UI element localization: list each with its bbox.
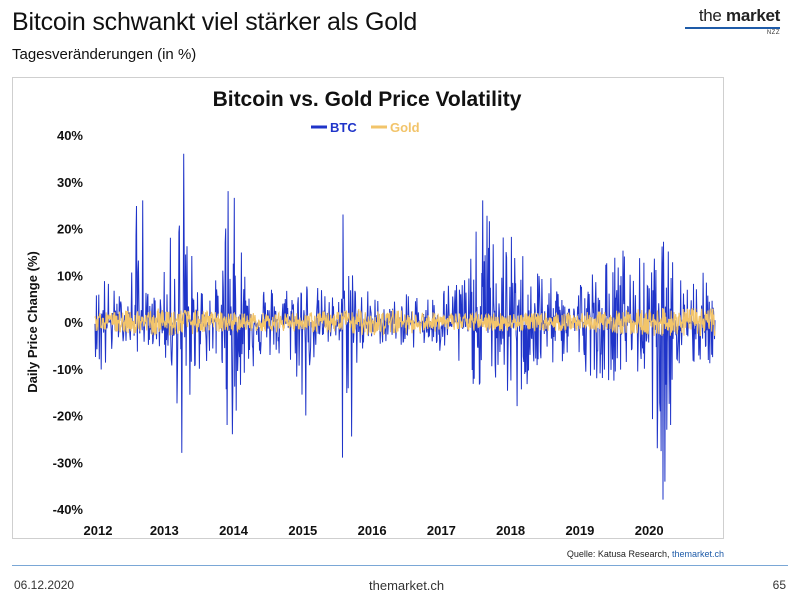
x-tick-label: 2012 <box>84 523 113 538</box>
slide-title: Bitcoin schwankt viel stärker als Gold <box>12 8 418 36</box>
gold-series-line <box>94 307 716 337</box>
y-tick-label: -30% <box>53 455 84 470</box>
chart-title: Bitcoin vs. Gold Price Volatility <box>213 88 522 111</box>
logo-market: market <box>726 6 780 25</box>
y-tick-label: -10% <box>53 362 84 377</box>
x-tick-label: 2015 <box>288 523 317 538</box>
y-tick-label: 40% <box>57 128 83 143</box>
y-tick-label: 30% <box>57 175 83 190</box>
x-tick-label: 2020 <box>635 523 664 538</box>
source-prefix: Quelle: Katusa Research, <box>566 549 672 559</box>
footer-site[interactable]: themarket.ch <box>369 578 445 593</box>
y-tick-label: 0% <box>64 315 83 330</box>
logo-underline <box>685 27 780 29</box>
y-tick-label: 10% <box>57 268 83 283</box>
x-tick-label: 2019 <box>565 523 594 538</box>
slide-subtitle: Tagesveränderungen (in %) <box>12 46 197 63</box>
y-tick-label: -40% <box>53 502 84 517</box>
legend-gold-label: Gold <box>390 120 420 135</box>
x-tick-label: 2016 <box>358 523 387 538</box>
x-tick-label: 2013 <box>150 523 179 538</box>
logo-nzz: NZZ <box>766 30 780 36</box>
footer-date: 06.12.2020 <box>14 578 75 592</box>
y-tick-label: -20% <box>53 409 84 424</box>
chart-frame: Bitcoin vs. Gold Price Volatility BTC Gold… <box>12 77 724 539</box>
page-number: 65 <box>772 578 786 592</box>
source-link[interactable]: themarket.ch <box>671 549 724 559</box>
source-note: Quelle: Katusa Research, themarket.ch <box>567 549 724 559</box>
logo-wordmark: the market <box>685 6 780 26</box>
themarket-logo: the market NZZ <box>685 6 780 36</box>
footer-divider <box>12 565 788 566</box>
y-tick-label: 20% <box>57 222 83 237</box>
x-tick-label: 2017 <box>427 523 456 538</box>
x-tick-label: 2014 <box>219 523 249 538</box>
logo-the: the <box>698 6 722 25</box>
y-axis-label: Daily Price Change (%) <box>25 251 40 393</box>
volatility-chart: Bitcoin vs. Gold Price Volatility BTC Gold… <box>25 88 716 538</box>
legend-btc-label: BTC <box>330 120 357 135</box>
x-tick-label: 2018 <box>496 523 525 538</box>
